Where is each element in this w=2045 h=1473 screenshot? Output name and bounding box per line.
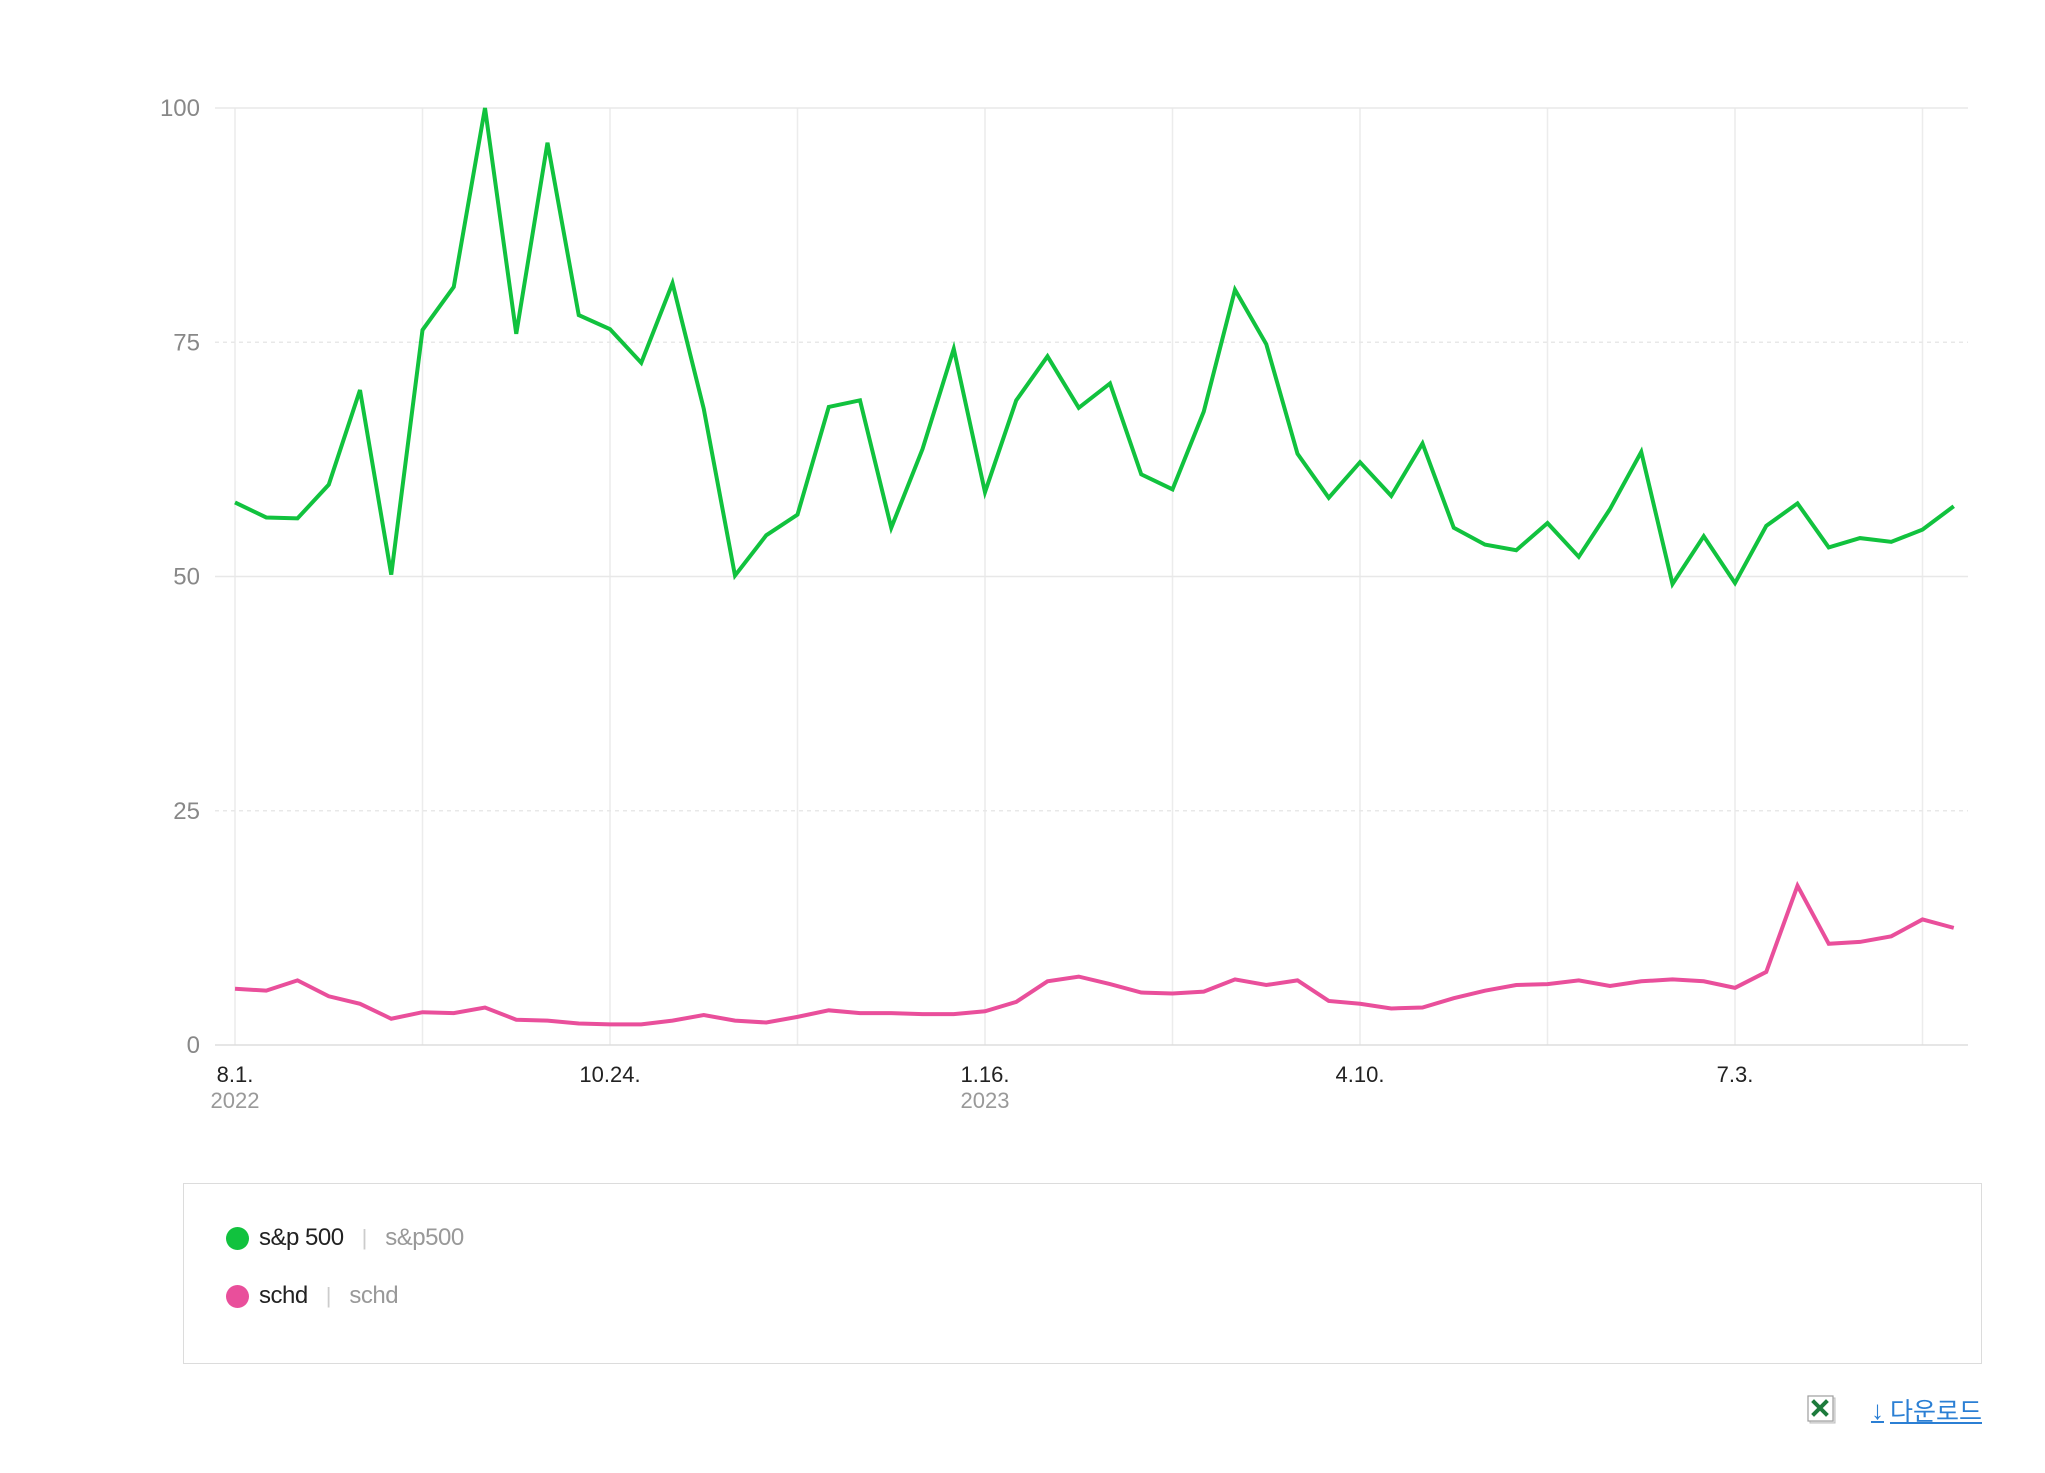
y-tick-label: 75 [173, 329, 200, 356]
series-line-0 [234, 107, 1955, 589]
grid-layer [215, 107, 1968, 1046]
y-tick-label: 50 [173, 564, 200, 591]
legend-keyword: schd [349, 1282, 399, 1309]
x-tick-year: 2022 [211, 1088, 260, 1113]
y-tick-label: 100 [160, 95, 200, 122]
legend-item-0[interactable]: s&p 500 | s&p500 [226, 1224, 464, 1252]
line-chart: 100 75 50 25 0 8.1.2022 10.24. 1.16.2023 4.10. 7… [160, 95, 1968, 1113]
y-tick-label: 25 [173, 798, 200, 825]
x-tick-label: 10.24. [579, 1062, 640, 1087]
x-tick-label: 1.16. [961, 1062, 1010, 1087]
legend-separator: | [361, 1225, 368, 1250]
legend-series-name: s&p 500 [259, 1224, 344, 1251]
legend-item-1[interactable]: schd | schd [226, 1282, 399, 1310]
download-arrow-icon: ↓ [1870, 1394, 1884, 1425]
x-axis: 8.1.2022 10.24. 1.16.2023 4.10. 7.3. [211, 1062, 1754, 1113]
series-layer [234, 107, 1955, 1027]
legend-dot-icon [226, 1284, 249, 1308]
x-tick-label: 8.1. [217, 1062, 254, 1087]
excel-icon[interactable] [1807, 1395, 1837, 1425]
series-line-1 [234, 880, 1955, 1027]
legend-dot-icon [226, 1226, 249, 1250]
download-label: 다운로드 [1889, 1398, 1982, 1426]
x-tick-year: 2023 [961, 1088, 1010, 1113]
x-tick-label: 7.3. [1717, 1062, 1754, 1087]
download-area: ↓ 다운로드 [1807, 1392, 1982, 1428]
download-link[interactable]: ↓ 다운로드 [1871, 1392, 1982, 1428]
y-axis: 100 75 50 25 0 [160, 95, 200, 1059]
legend-box: s&p 500 | s&p500 schd | schd [183, 1183, 1982, 1364]
legend-separator: | [325, 1283, 332, 1308]
x-tick-label: 4.10. [1336, 1062, 1385, 1087]
legend-keyword: s&p500 [385, 1224, 464, 1251]
legend-series-name: schd [259, 1282, 308, 1309]
y-tick-label: 0 [187, 1032, 200, 1059]
